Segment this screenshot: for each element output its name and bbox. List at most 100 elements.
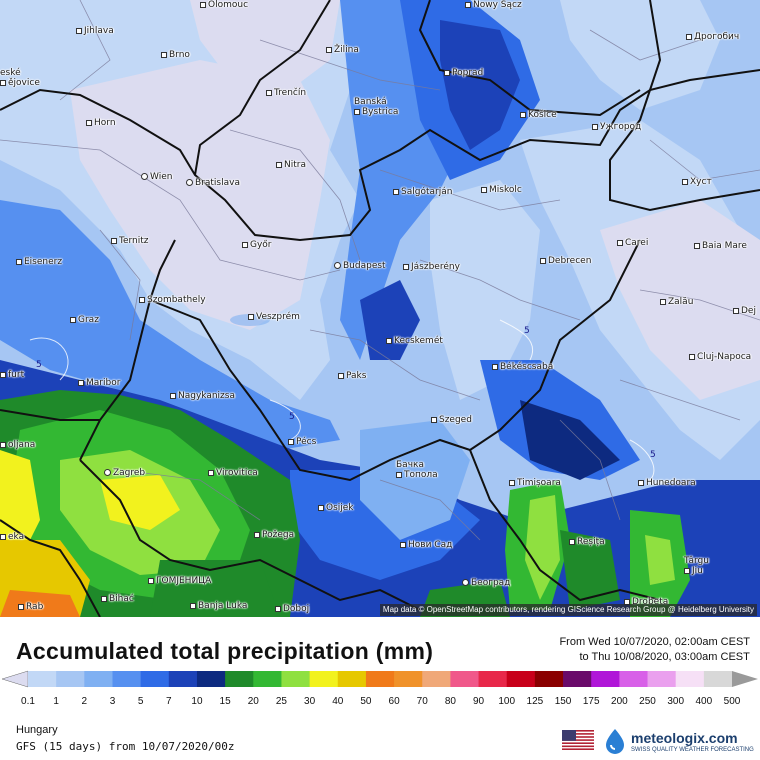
map-credits[interactable]: Map data © OpenStreetMap contributors, r… bbox=[379, 604, 757, 616]
city-name: Jászberény bbox=[411, 262, 460, 272]
city-label: Kecskemét bbox=[386, 336, 443, 346]
city-name: Dej bbox=[741, 306, 756, 316]
scale-tick-label: 60 bbox=[388, 696, 400, 707]
city-marker-icon bbox=[78, 379, 84, 386]
city-label: Žilina bbox=[326, 45, 359, 55]
city-name: Doboj bbox=[283, 604, 310, 614]
city-label: Zalău bbox=[660, 297, 693, 307]
city-label: oljana bbox=[0, 440, 35, 450]
city-label: Eisenerz bbox=[16, 257, 62, 267]
city-marker-icon bbox=[318, 504, 324, 511]
scale-tick-label: 150 bbox=[554, 696, 572, 707]
city-marker-icon bbox=[684, 567, 690, 574]
scale-tick-label: 125 bbox=[526, 696, 544, 707]
scale-swatch bbox=[168, 671, 198, 687]
brand-logo[interactable]: meteologix.com SWISS QUALITY WEATHER FOR… bbox=[603, 728, 754, 759]
city-name: furt bbox=[8, 370, 25, 380]
city-label: Timișoara bbox=[509, 478, 561, 488]
scale-swatch bbox=[394, 671, 423, 687]
region-name: Hungary bbox=[16, 724, 58, 736]
city-marker-icon bbox=[694, 242, 700, 249]
scale-tick-label: 250 bbox=[639, 696, 656, 707]
scale-swatch bbox=[478, 671, 508, 687]
city-marker-icon bbox=[326, 46, 332, 53]
isoline-label: 5 bbox=[289, 412, 295, 422]
city-name: Brno bbox=[169, 50, 190, 60]
isoline-label: 5 bbox=[524, 326, 530, 336]
city-name: Banská bbox=[354, 97, 387, 107]
city-marker-icon bbox=[86, 119, 92, 126]
scale-swatch bbox=[281, 671, 311, 687]
city-name: Košice bbox=[528, 110, 557, 120]
city-label: Ternitz bbox=[111, 236, 149, 246]
city-name: Drobeta bbox=[632, 597, 669, 607]
scale-tick-label: 10 bbox=[191, 696, 203, 707]
isoline-label: 5 bbox=[650, 450, 656, 460]
scale-tick-label: 70 bbox=[416, 696, 428, 707]
scale-swatch bbox=[140, 671, 170, 687]
city-name: Rab bbox=[26, 602, 44, 612]
city-label: Jászberény bbox=[403, 262, 460, 272]
city-marker-icon bbox=[242, 241, 248, 248]
city-marker-icon bbox=[148, 577, 154, 584]
city-name: Ternitz bbox=[119, 236, 149, 246]
city-name: Târgu bbox=[684, 556, 709, 566]
city-marker-icon bbox=[248, 313, 254, 320]
precipitation-map[interactable]: Olomouc Nowy Sącz Jihlava Brno Žilina Poprad Д… bbox=[0, 0, 760, 617]
city-label: Nowy Sącz bbox=[465, 0, 522, 10]
city-name: Poprad bbox=[452, 68, 484, 78]
city-name: Debrecen bbox=[548, 256, 592, 266]
city-marker-icon bbox=[386, 337, 392, 344]
city-marker-icon bbox=[689, 353, 695, 360]
city-label: Banja Luka bbox=[190, 601, 247, 611]
city-marker-icon bbox=[161, 51, 167, 58]
city-name: Wien bbox=[150, 172, 173, 182]
city-label: Győr bbox=[242, 240, 272, 250]
scale-tick-label: 300 bbox=[667, 696, 685, 707]
brand-tagline: SWISS QUALITY WEATHER FORECASTING bbox=[631, 747, 754, 753]
city-name: Jiu bbox=[692, 566, 703, 576]
city-label: Nitra bbox=[276, 160, 306, 170]
city-label: Hunedoara bbox=[638, 478, 696, 488]
city-name: Дрогобич bbox=[694, 32, 740, 42]
city-label: Paks bbox=[338, 371, 366, 381]
city-marker-icon bbox=[400, 541, 406, 548]
scale-swatch bbox=[309, 671, 339, 687]
city-name: Nowy Sącz bbox=[473, 0, 522, 10]
city-name: Zagreb bbox=[113, 468, 146, 478]
us-flag-icon[interactable] bbox=[562, 730, 594, 750]
city-label: Doboj bbox=[275, 604, 309, 614]
city-marker-icon bbox=[660, 298, 666, 305]
scale-swatch bbox=[619, 671, 649, 687]
city-name: Maribor bbox=[86, 378, 121, 388]
scale-swatch bbox=[253, 671, 282, 687]
city-name: Reșița bbox=[577, 537, 605, 547]
period-from: From Wed 10/07/2020, 02:00am CEST bbox=[559, 636, 750, 648]
city-label: eské ějovice bbox=[0, 68, 40, 88]
scale-tick-label: 7 bbox=[166, 696, 172, 707]
city-marker-icon bbox=[0, 79, 6, 86]
scale-tick-label: 2 bbox=[81, 696, 88, 707]
city-marker-icon bbox=[396, 471, 402, 478]
scale-swatch bbox=[450, 671, 480, 687]
city-marker-icon bbox=[481, 186, 487, 193]
city-marker-icon bbox=[276, 161, 282, 168]
period-to: to Thu 10/08/2020, 03:00am CEST bbox=[579, 651, 750, 663]
city-marker-icon bbox=[733, 307, 739, 314]
city-name: Hunedoara bbox=[646, 478, 696, 488]
scale-swatch bbox=[28, 671, 57, 687]
city-name: Žilina bbox=[334, 45, 359, 55]
city-name: Miskolc bbox=[489, 185, 522, 195]
city-name: Нови Сад bbox=[408, 540, 453, 550]
scale-swatch bbox=[56, 671, 85, 687]
city-marker-icon bbox=[141, 173, 148, 180]
city-label: Bihać bbox=[101, 594, 134, 604]
city-marker-icon bbox=[393, 188, 399, 195]
city-name: Nitra bbox=[284, 160, 306, 170]
scale-arrow-right bbox=[732, 671, 758, 687]
city-marker-icon bbox=[465, 1, 471, 8]
scale-swatch bbox=[196, 671, 226, 687]
city-name: Bratislava bbox=[195, 178, 240, 188]
scale-swatch bbox=[365, 671, 395, 687]
city-marker-icon bbox=[186, 179, 193, 186]
